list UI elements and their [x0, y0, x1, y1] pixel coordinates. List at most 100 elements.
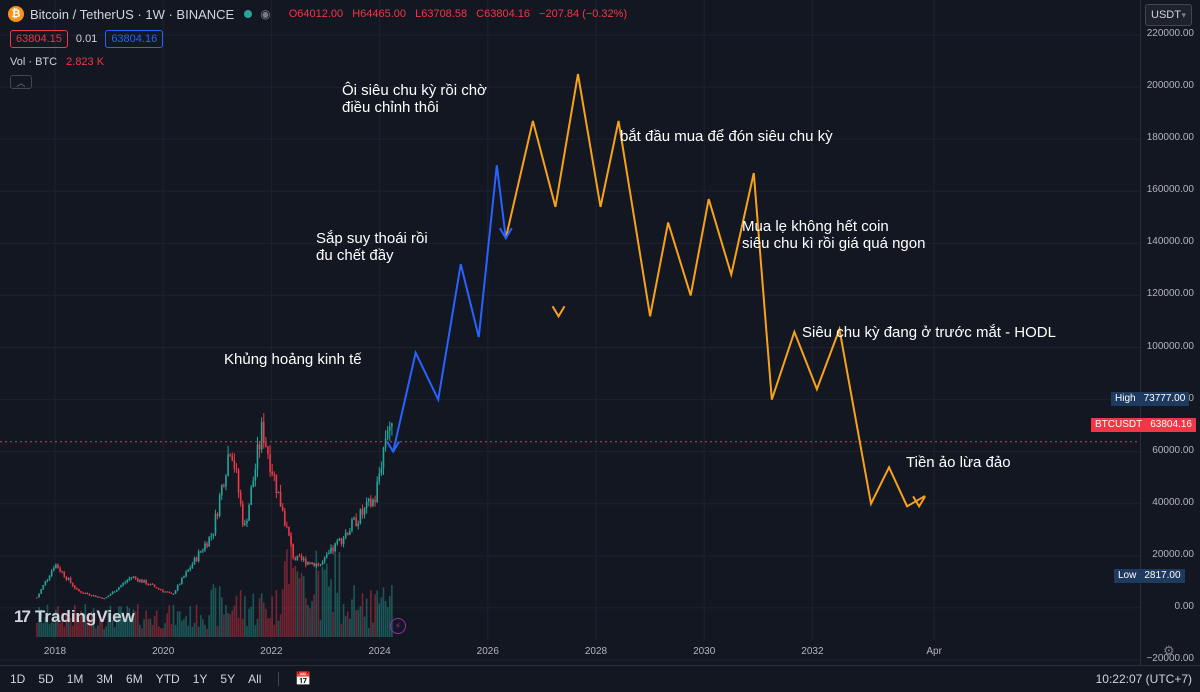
volume-bar: [328, 586, 330, 637]
volume-bar: [384, 600, 387, 637]
volume-bar: [376, 590, 378, 637]
volume-bar: [82, 620, 84, 637]
candle-body: [386, 430, 389, 439]
candle-body: [225, 475, 227, 487]
volume-bar: [254, 625, 257, 637]
volume-bar: [313, 594, 315, 637]
volume-bar: [59, 623, 61, 637]
tradingview-logo[interactable]: 17 TradingView: [14, 607, 135, 627]
volume-bar: [65, 612, 68, 637]
volume-bar: [372, 622, 374, 637]
volume-bar: [174, 625, 177, 637]
gear-icon[interactable]: ⚙: [1163, 643, 1175, 658]
candle-body: [313, 562, 315, 567]
candle-body: [197, 551, 200, 562]
candle-body: [288, 526, 290, 536]
candle-body: [86, 593, 89, 595]
calendar-icon[interactable]: 📅: [295, 671, 312, 686]
chart-canvas[interactable]: 2018 2020 2022 2024 2026 2028 2030 2032 Apr: [0, 0, 1140, 665]
timeframe-1d[interactable]: 1D: [10, 672, 26, 686]
candle-body: [202, 550, 204, 552]
eye-icon[interactable]: ◉: [260, 7, 271, 21]
collapse-legend-button[interactable]: ︿: [10, 75, 32, 89]
annotation-sap-suy-thoai[interactable]: Sắp suy thoái rồi đu chết đầy: [316, 230, 428, 264]
annotation-khung-hoang[interactable]: Khủng hoảng kinh tế: [224, 351, 362, 368]
timeframe-5d[interactable]: 5D: [38, 672, 54, 686]
volume-bar: [90, 611, 93, 637]
candle-body: [342, 537, 345, 544]
low-tag-value: 2817.00: [1140, 569, 1185, 583]
candle-body: [36, 597, 38, 599]
volume-bar: [197, 626, 200, 637]
volume-bar: [195, 604, 198, 637]
candle-body: [349, 530, 351, 535]
ask-price-button[interactable]: 63804.16: [105, 30, 164, 48]
annotation-sieu-chu-ky-hodl[interactable]: Siêu chu kỳ đang ở trước mắt - HODL: [802, 324, 1056, 341]
volume-bar: [199, 615, 202, 637]
candle-body: [382, 447, 385, 469]
price-scale[interactable]: USDT ▾ 220000.00 200000.00 180000.00 160000…: [1140, 0, 1200, 665]
candle-body: [44, 581, 47, 586]
volume-bar: [342, 604, 345, 637]
timeframe-1m[interactable]: 1M: [66, 672, 84, 686]
candle-body: [357, 523, 360, 527]
volume-bar: [71, 625, 74, 637]
volume-bar: [325, 563, 328, 637]
candle-body: [181, 577, 183, 585]
timeframe-ytd[interactable]: YTD: [155, 672, 180, 686]
currency-select[interactable]: USDT ▾: [1145, 4, 1192, 26]
candle-body: [271, 471, 273, 475]
timeframe-6m[interactable]: 6M: [126, 672, 143, 686]
chevron-down-icon: ▾: [1181, 9, 1186, 20]
bottom-toolbar: 1D 5D 1M 3M 6M YTD 1Y 5Y All 📅 10:22:07 …: [0, 665, 1200, 692]
candle-body: [353, 517, 355, 520]
high-tag-label: High: [1111, 392, 1140, 406]
price-tick-label: 60000.00: [1152, 444, 1194, 456]
volume-bar: [172, 604, 175, 637]
volume-bar: [208, 615, 210, 637]
timeframe-1y[interactable]: 1Y: [192, 672, 208, 686]
annotation-bat-dau-mua[interactable]: bắt đầu mua để đón siêu chu kỳ: [620, 128, 833, 145]
volume-bar: [183, 619, 185, 637]
candle-body: [82, 592, 84, 594]
candle-body: [246, 520, 248, 524]
volume-bar: [92, 608, 95, 637]
volume-bar: [61, 612, 63, 637]
volume-bar: [218, 586, 221, 637]
timeframe-3m[interactable]: 3M: [96, 672, 114, 686]
candle-body: [275, 474, 278, 494]
projection-path-blue: [392, 165, 507, 452]
candle-body: [214, 513, 217, 534]
lightning-icon[interactable]: ⚡: [390, 618, 406, 634]
price-tick-label: 40000.00: [1152, 496, 1194, 508]
candle-body: [149, 583, 152, 585]
annotation-oi-sieu-chu-ky[interactable]: Ôi siêu chu kỳ rồi chờ điều chỉnh thôi: [342, 82, 487, 116]
volume-bar: [126, 606, 129, 637]
volume-bar: [277, 620, 280, 637]
volume-bar: [317, 570, 320, 637]
volume-bar: [94, 628, 97, 637]
symbol-title[interactable]: Bitcoin / TetherUS · 1W · BINANCE: [30, 6, 235, 22]
volume-bar: [185, 615, 187, 637]
timeframe-all[interactable]: All: [248, 672, 262, 686]
annotation-mua-le[interactable]: Mua lẹ không hết coin siêu chu kì rồi gi…: [742, 218, 926, 252]
candle-body: [69, 577, 72, 583]
volume-bar: [128, 608, 131, 637]
candle-body: [132, 576, 135, 578]
chart-area[interactable]: 2018 2020 2022 2024 2026 2028 2030 2032 Apr ₿ Bi…: [0, 0, 1140, 665]
timeframe-5y[interactable]: 5Y: [220, 672, 236, 686]
volume-bar: [225, 605, 227, 637]
volume-bar: [323, 569, 326, 637]
clock[interactable]: 10:22:07 (UTC+7): [1095, 672, 1192, 686]
candle-body: [279, 491, 282, 507]
volume-bar: [210, 589, 213, 637]
candle-body: [321, 561, 324, 565]
volume-bar: [319, 619, 322, 637]
volume-bar: [336, 592, 339, 637]
candle-body: [290, 535, 292, 545]
annotation-tien-ao[interactable]: Tiền ảo lừa đảo: [906, 454, 1011, 471]
candle-body: [267, 446, 269, 455]
price-tick-label: 200000.00: [1146, 80, 1194, 92]
candle-body: [372, 499, 374, 507]
bid-price-button[interactable]: 63804.15: [10, 30, 68, 48]
